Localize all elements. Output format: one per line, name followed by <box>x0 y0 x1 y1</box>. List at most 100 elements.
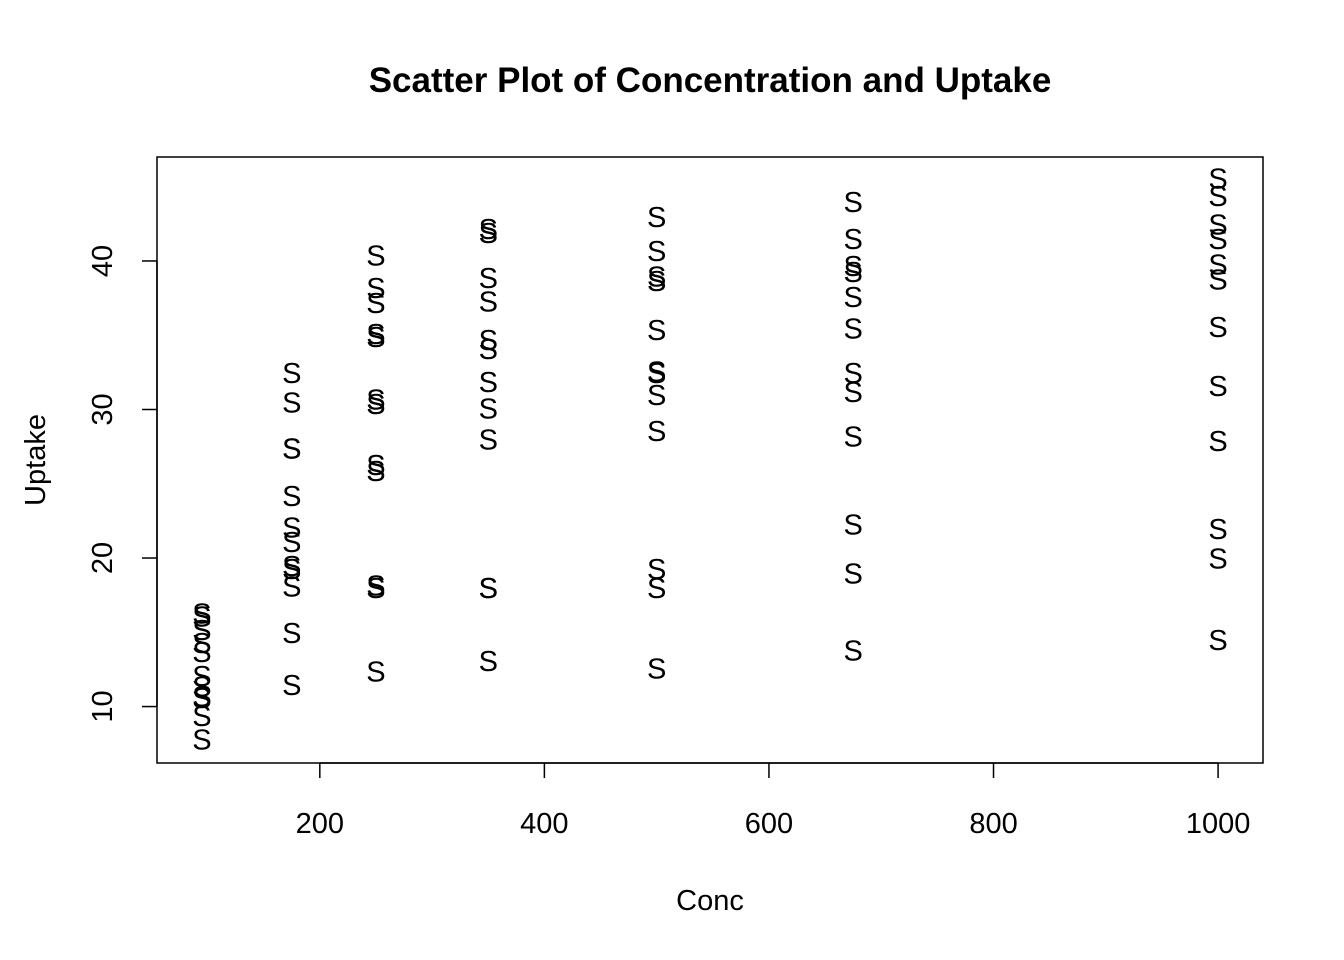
data-point: S <box>366 288 385 320</box>
data-point: S <box>479 263 498 295</box>
data-point: S <box>843 187 862 219</box>
y-axis: 10 20 30 40 <box>87 245 158 723</box>
data-point: S <box>192 637 211 669</box>
data-point: S <box>843 377 862 409</box>
data-point: S <box>479 214 498 246</box>
data-point: S <box>479 394 498 426</box>
data-point: S <box>647 416 666 448</box>
data-point: S <box>843 251 862 283</box>
data-point: S <box>366 450 385 482</box>
data-point: S <box>1208 224 1227 256</box>
data-point: S <box>192 601 211 633</box>
data-point: S <box>1208 264 1227 296</box>
data-point: S <box>647 380 666 412</box>
data-point: S <box>1208 163 1227 195</box>
data-point: S <box>1208 371 1227 403</box>
data-point: S <box>282 572 301 604</box>
data-point: S <box>647 573 666 605</box>
data-point: S <box>479 287 498 319</box>
data-point: S <box>366 319 385 351</box>
data-point: S <box>366 570 385 602</box>
data-point: S <box>282 554 301 586</box>
x-tick-label: 1000 <box>1186 808 1251 840</box>
data-point: S <box>647 236 666 268</box>
data-point: S <box>366 656 385 688</box>
x-tick-label: 400 <box>520 808 568 840</box>
data-point: S <box>192 661 211 693</box>
data-point: S <box>1208 514 1227 546</box>
data-points: SSSSSSSSSSSSSSSSSSSSSSSSSSSSSSSSSSSSSSSS… <box>192 163 1228 756</box>
data-point: S <box>366 456 385 488</box>
data-point: S <box>843 422 862 454</box>
data-point: S <box>282 551 301 583</box>
data-point: S <box>282 670 301 702</box>
data-point: S <box>479 218 498 250</box>
data-point: S <box>366 322 385 354</box>
data-point: S <box>282 527 301 559</box>
data-point: S <box>647 358 666 390</box>
data-point: S <box>1208 249 1227 281</box>
chart-title: Scatter Plot of Concentration and Uptake <box>369 61 1052 100</box>
data-point: S <box>282 434 301 466</box>
data-point: S <box>479 573 498 605</box>
data-point: S <box>282 358 301 390</box>
data-point: S <box>647 356 666 388</box>
data-point: S <box>843 313 862 345</box>
data-point: S <box>192 682 211 714</box>
data-point: S <box>366 573 385 605</box>
data-point: S <box>366 273 385 305</box>
data-point: S <box>479 367 498 399</box>
data-point: S <box>479 646 498 678</box>
data-point: S <box>282 388 301 420</box>
data-point: S <box>192 628 211 660</box>
data-point: S <box>647 653 666 685</box>
x-tick-label: 600 <box>745 808 793 840</box>
data-point: S <box>192 598 211 630</box>
data-point: S <box>1208 544 1227 576</box>
data-point: S <box>843 282 862 314</box>
data-point: S <box>843 636 862 668</box>
data-point: S <box>647 202 666 234</box>
data-point: S <box>192 682 211 714</box>
y-tick-label: 30 <box>87 393 119 425</box>
data-point: S <box>366 241 385 273</box>
data-point: S <box>647 315 666 347</box>
data-point: S <box>843 558 862 590</box>
data-point: S <box>282 618 301 650</box>
data-point: S <box>1208 625 1227 657</box>
data-point: S <box>1208 209 1227 241</box>
plot-frame <box>156 156 1264 764</box>
y-tick-label: 20 <box>87 542 119 574</box>
data-point: S <box>479 425 498 457</box>
data-point: S <box>1208 181 1227 213</box>
data-point: S <box>1208 426 1227 458</box>
x-tick-label: 800 <box>969 808 1017 840</box>
data-point: S <box>647 261 666 293</box>
data-point: S <box>479 573 498 605</box>
data-point: S <box>192 683 211 715</box>
data-point: S <box>282 512 301 544</box>
x-tick-label: 200 <box>296 808 344 840</box>
data-point: S <box>843 509 862 541</box>
y-axis-label: Uptake <box>20 414 52 506</box>
data-point: S <box>282 481 301 513</box>
data-point: S <box>366 389 385 421</box>
data-point: S <box>192 615 211 647</box>
data-point: S <box>282 434 301 466</box>
data-point: S <box>479 325 498 357</box>
data-point: S <box>647 554 666 586</box>
data-point: S <box>192 701 211 733</box>
data-point: S <box>1208 312 1227 344</box>
data-point: S <box>192 671 211 703</box>
data-point: S <box>843 224 862 256</box>
data-point: S <box>479 334 498 366</box>
x-axis-label: Conc <box>676 885 744 917</box>
y-tick-label: 40 <box>87 245 119 277</box>
data-point: S <box>192 725 211 757</box>
data-point: S <box>843 358 862 390</box>
data-point: S <box>647 266 666 298</box>
x-axis: 200 400 600 800 1000 <box>296 762 1251 840</box>
data-point: S <box>366 385 385 417</box>
y-tick-label: 10 <box>87 690 119 722</box>
